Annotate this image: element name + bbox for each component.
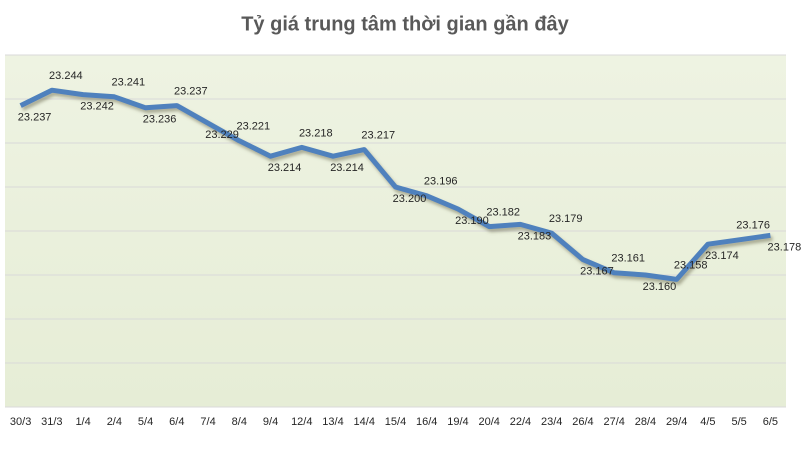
data-label: 23.237 xyxy=(174,86,208,98)
x-tick-label: 31/3 xyxy=(41,416,62,428)
x-tick-label: 30/3 xyxy=(10,416,31,428)
x-tick-label: 6/4 xyxy=(169,416,184,428)
x-tick-label: 14/4 xyxy=(354,416,375,428)
x-tick-label: 13/4 xyxy=(322,416,343,428)
x-tick-label: 28/4 xyxy=(635,416,656,428)
x-tick-label: 19/4 xyxy=(447,416,468,428)
x-tick-label: 6/5 xyxy=(763,416,778,428)
data-label: 23.182 xyxy=(486,207,520,219)
data-label: 23.161 xyxy=(611,253,645,265)
data-label: 23.242 xyxy=(80,101,114,113)
data-label: 23.241 xyxy=(112,77,146,89)
x-tick-label: 27/4 xyxy=(603,416,624,428)
data-label: 23.158 xyxy=(674,259,708,271)
x-tick-label: 5/4 xyxy=(138,416,153,428)
data-label: 23.244 xyxy=(49,70,83,82)
x-tick-label: 26/4 xyxy=(572,416,593,428)
data-label: 23.200 xyxy=(393,193,427,205)
x-tick-label: 23/4 xyxy=(541,416,562,428)
data-label: 23.178 xyxy=(768,241,802,253)
x-tick-label: 2/4 xyxy=(107,416,122,428)
data-label: 23.229 xyxy=(205,129,239,141)
data-label: 23.217 xyxy=(361,130,395,142)
data-label: 23.167 xyxy=(580,266,614,278)
data-label: 23.174 xyxy=(705,250,739,262)
chart-title: Tỷ giá trung tâm thời gian gần đây xyxy=(241,13,569,35)
data-label: 23.190 xyxy=(455,215,489,227)
x-tick-label: 9/4 xyxy=(263,416,278,428)
data-label: 23.160 xyxy=(643,281,677,293)
x-tick-label: 20/4 xyxy=(479,416,500,428)
data-label: 23.179 xyxy=(549,213,583,225)
data-label: 23.183 xyxy=(518,230,552,242)
data-label: 23.221 xyxy=(236,121,270,133)
data-label: 23.236 xyxy=(143,114,177,126)
data-label: 23.196 xyxy=(424,176,458,188)
x-tick-label: 16/4 xyxy=(416,416,437,428)
data-label: 23.237 xyxy=(18,112,52,124)
x-tick-label: 4/5 xyxy=(700,416,715,428)
x-tick-label: 7/4 xyxy=(200,416,215,428)
x-tick-label: 22/4 xyxy=(510,416,531,428)
x-tick-label: 1/4 xyxy=(75,416,90,428)
x-tick-label: 12/4 xyxy=(291,416,312,428)
x-tick-label: 5/5 xyxy=(731,416,746,428)
x-tick-label: 8/4 xyxy=(232,416,247,428)
line xyxy=(19,87,771,282)
data-label: 23.214 xyxy=(330,162,364,174)
data-label: 23.218 xyxy=(299,127,333,139)
x-tick-label: 29/4 xyxy=(666,416,687,428)
data-label: 23.214 xyxy=(268,162,302,174)
x-tick-label: 15/4 xyxy=(385,416,406,428)
data-label: 23.176 xyxy=(736,220,770,232)
